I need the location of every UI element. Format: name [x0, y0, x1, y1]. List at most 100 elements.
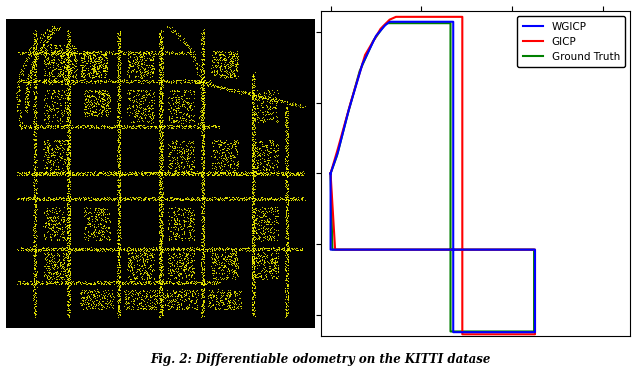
Point [44, 148, 54, 154]
Point [134, 262, 144, 268]
GICP [327, 171, 335, 176]
Point [64, 208, 74, 214]
Point [100, 63, 110, 69]
Point [248, 191, 258, 197]
Point [70, 45, 81, 51]
Point [68, 50, 79, 56]
Point [157, 142, 168, 148]
Point [114, 144, 124, 150]
Point [168, 230, 179, 236]
Point [78, 48, 88, 54]
Point [172, 217, 182, 223]
Point [217, 139, 227, 145]
Point [199, 102, 209, 108]
Point [254, 257, 264, 263]
Point [172, 147, 182, 153]
Point [24, 51, 35, 57]
Point [170, 223, 180, 229]
Point [115, 147, 125, 153]
Point [196, 71, 207, 77]
Point [94, 226, 104, 232]
Point [249, 230, 259, 236]
Point [180, 290, 191, 296]
Point [46, 217, 56, 223]
Point [129, 66, 139, 72]
Point [156, 228, 166, 234]
Point [156, 258, 166, 264]
Point [252, 171, 262, 177]
Point [255, 247, 265, 253]
Point [246, 150, 257, 156]
Point [199, 286, 209, 292]
Point [105, 107, 115, 113]
Point [66, 280, 76, 286]
Point [132, 118, 143, 124]
Point [114, 270, 124, 276]
Point [156, 111, 166, 117]
Point [230, 57, 240, 63]
Point [92, 63, 102, 69]
Point [98, 68, 108, 73]
Point [163, 106, 173, 112]
Point [136, 274, 147, 280]
Point [157, 213, 167, 219]
Point [30, 147, 40, 153]
Point [40, 271, 50, 277]
Point [227, 152, 237, 158]
Point [63, 215, 73, 221]
Point [180, 76, 191, 82]
Point [156, 123, 166, 129]
Point [36, 169, 46, 175]
Point [220, 62, 230, 68]
Point [56, 280, 67, 286]
Point [202, 170, 212, 176]
Point [127, 87, 138, 93]
Point [280, 159, 291, 164]
Point [95, 232, 106, 238]
Point [189, 250, 200, 256]
Point [220, 262, 230, 268]
Point [63, 137, 73, 143]
Point [67, 67, 77, 73]
Point [196, 154, 207, 160]
Point [40, 220, 51, 226]
Point [199, 186, 209, 192]
Point [174, 260, 184, 266]
Point [152, 125, 162, 131]
Point [144, 50, 154, 56]
Point [79, 67, 90, 73]
Point [115, 177, 125, 183]
Point [196, 230, 207, 236]
Point [141, 270, 152, 276]
Point [144, 79, 154, 85]
Point [42, 55, 52, 61]
Point [236, 169, 246, 175]
Point [143, 169, 154, 175]
Point [26, 248, 36, 254]
Point [154, 71, 164, 77]
Point [57, 113, 67, 119]
Point [65, 282, 75, 288]
Point [38, 66, 49, 72]
Point [220, 167, 230, 173]
Point [177, 50, 187, 56]
Point [92, 69, 102, 75]
Point [85, 53, 95, 59]
Point [149, 50, 159, 56]
Point [236, 172, 246, 178]
Point [147, 69, 157, 75]
Point [223, 63, 233, 69]
Point [283, 290, 293, 296]
Point [147, 169, 157, 175]
Point [132, 266, 143, 272]
Point [29, 201, 39, 207]
Point [93, 248, 104, 254]
Point [36, 281, 47, 287]
Point [228, 246, 239, 252]
Point [87, 289, 97, 295]
Point [183, 79, 193, 85]
Point [189, 169, 200, 175]
Point [47, 214, 58, 220]
Point [156, 136, 166, 142]
Point [62, 244, 72, 250]
